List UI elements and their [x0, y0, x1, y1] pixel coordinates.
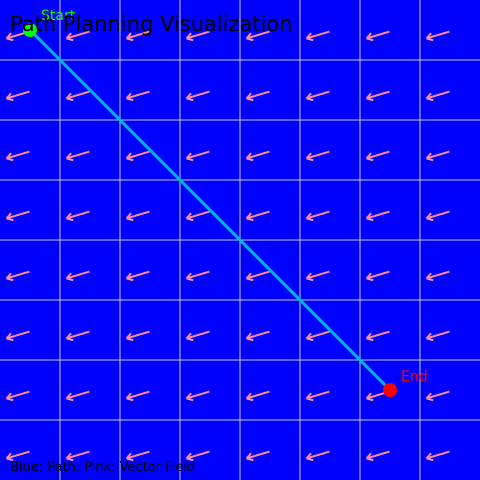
- vector-arrow: [365, 450, 390, 462]
- vector-arrow: [5, 450, 30, 462]
- vector-arrow: [125, 150, 150, 162]
- vector-arrow: [425, 450, 450, 462]
- vector-arrow: [245, 30, 270, 42]
- vector-arrow: [125, 330, 150, 342]
- vector-arrow: [185, 270, 210, 282]
- vector-arrow: [5, 270, 30, 282]
- vector-arrow: [185, 30, 210, 42]
- vector-arrow: [5, 210, 30, 222]
- vector-arrow: [185, 150, 210, 162]
- vector-arrow: [305, 90, 330, 102]
- vector-arrow: [245, 450, 270, 462]
- vector-arrow: [305, 150, 330, 162]
- vector-arrow: [305, 30, 330, 42]
- vector-arrow: [425, 330, 450, 342]
- vector-arrow: [65, 150, 90, 162]
- end-label: End: [401, 369, 428, 385]
- vector-arrow: [65, 450, 90, 462]
- vector-arrow: [5, 330, 30, 342]
- vector-arrow: [185, 390, 210, 402]
- vector-arrow: [185, 450, 210, 462]
- vector-arrow: [5, 390, 30, 402]
- vector-arrow: [365, 30, 390, 42]
- vector-arrow: [305, 210, 330, 222]
- vector-arrow: [245, 150, 270, 162]
- vector-arrow: [65, 330, 90, 342]
- vector-field: [5, 30, 450, 462]
- vector-arrow: [185, 210, 210, 222]
- vector-arrow: [425, 210, 450, 222]
- vector-arrow: [245, 330, 270, 342]
- vector-arrow: [185, 330, 210, 342]
- vector-arrow: [365, 150, 390, 162]
- vector-arrow: [65, 210, 90, 222]
- vector-arrow: [305, 390, 330, 402]
- vector-arrow: [125, 210, 150, 222]
- vector-arrow: [245, 270, 270, 282]
- vector-arrow: [125, 90, 150, 102]
- vector-arrow: [125, 270, 150, 282]
- vector-arrow: [185, 90, 210, 102]
- vector-arrow: [425, 390, 450, 402]
- vector-arrow: [425, 270, 450, 282]
- vector-arrow: [125, 390, 150, 402]
- vector-arrow: [305, 450, 330, 462]
- vector-arrow: [365, 330, 390, 342]
- legend-text: Blue: Path, Pink: Vector Field: [10, 460, 195, 475]
- vector-arrow: [365, 90, 390, 102]
- vector-arrow: [125, 450, 150, 462]
- vector-arrow: [425, 90, 450, 102]
- vector-arrow: [365, 210, 390, 222]
- vector-arrow: [5, 150, 30, 162]
- vector-arrow: [305, 270, 330, 282]
- vector-arrow: [125, 30, 150, 42]
- vector-arrow: [245, 390, 270, 402]
- vector-arrow: [245, 90, 270, 102]
- vector-arrow: [425, 30, 450, 42]
- page-title: Path Planning Visualization: [10, 12, 293, 36]
- vector-arrow: [65, 270, 90, 282]
- path-line: [28, 28, 392, 392]
- start-label: Start: [41, 8, 76, 24]
- vector-arrow: [65, 390, 90, 402]
- vector-arrow: [365, 270, 390, 282]
- start-marker: [23, 23, 37, 37]
- vector-arrow: [245, 210, 270, 222]
- end-marker: [383, 383, 397, 397]
- vector-arrow: [65, 90, 90, 102]
- vector-arrow: [65, 30, 90, 42]
- vector-arrow: [425, 150, 450, 162]
- vector-arrow: [305, 330, 330, 342]
- vector-arrow: [5, 90, 30, 102]
